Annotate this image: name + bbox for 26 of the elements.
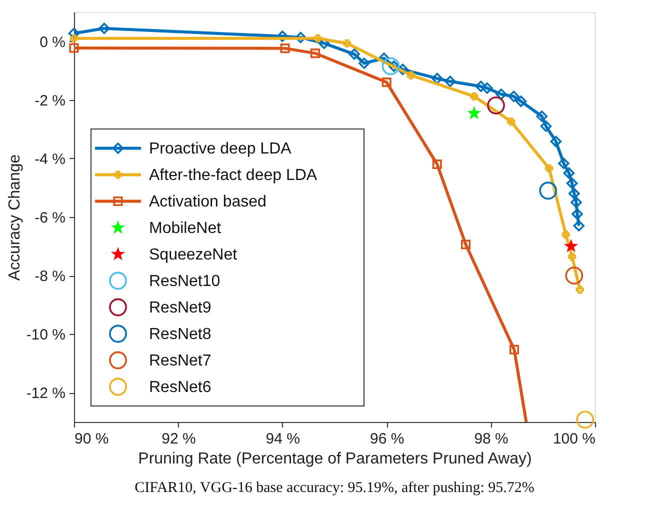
legend-label: Activation based bbox=[149, 193, 266, 210]
x-tick-label: 92 % bbox=[162, 430, 196, 448]
legend-label: ResNet10 bbox=[149, 272, 220, 290]
x-tick-label: 100 % bbox=[552, 430, 596, 448]
legend-label: Proactive deep LDA bbox=[149, 140, 292, 158]
x-axis-title: Pruning Rate (Percentage of Parameters Pruned Away) bbox=[138, 450, 532, 468]
y-tick-label: -4 % bbox=[34, 150, 66, 168]
y-tick-label: -8 % bbox=[34, 268, 66, 286]
x-tick-label: 96 % bbox=[370, 430, 404, 448]
y-tick-label: -10 % bbox=[26, 326, 66, 344]
text: CIFAR10, VGG-16 base accuracy: 95.19%, after pushing: 95.72% bbox=[134, 480, 534, 496]
x-tick-label: 94 % bbox=[266, 430, 300, 448]
y-tick-label: -2 % bbox=[34, 92, 66, 110]
legend-label: After-the-fact deep LDA bbox=[149, 166, 318, 184]
legend-label: ResNet7 bbox=[149, 352, 212, 370]
legend-label: SqueezeNet bbox=[149, 246, 238, 264]
x-tick-label: 90 % bbox=[74, 430, 109, 448]
y-tick-label: 0 % bbox=[40, 34, 66, 51]
legend-label: ResNet8 bbox=[149, 326, 212, 343]
legend-label: ResNet6 bbox=[149, 378, 212, 396]
y-axis-title: Accuracy Change bbox=[6, 154, 24, 281]
legend-label: ResNet9 bbox=[149, 299, 212, 316]
y-tick-label: -6 % bbox=[34, 210, 66, 226]
y-tick-label: -12 % bbox=[26, 385, 66, 402]
x-tick-label: 98 % bbox=[474, 430, 508, 448]
legend-label: MobileNet bbox=[149, 220, 222, 237]
